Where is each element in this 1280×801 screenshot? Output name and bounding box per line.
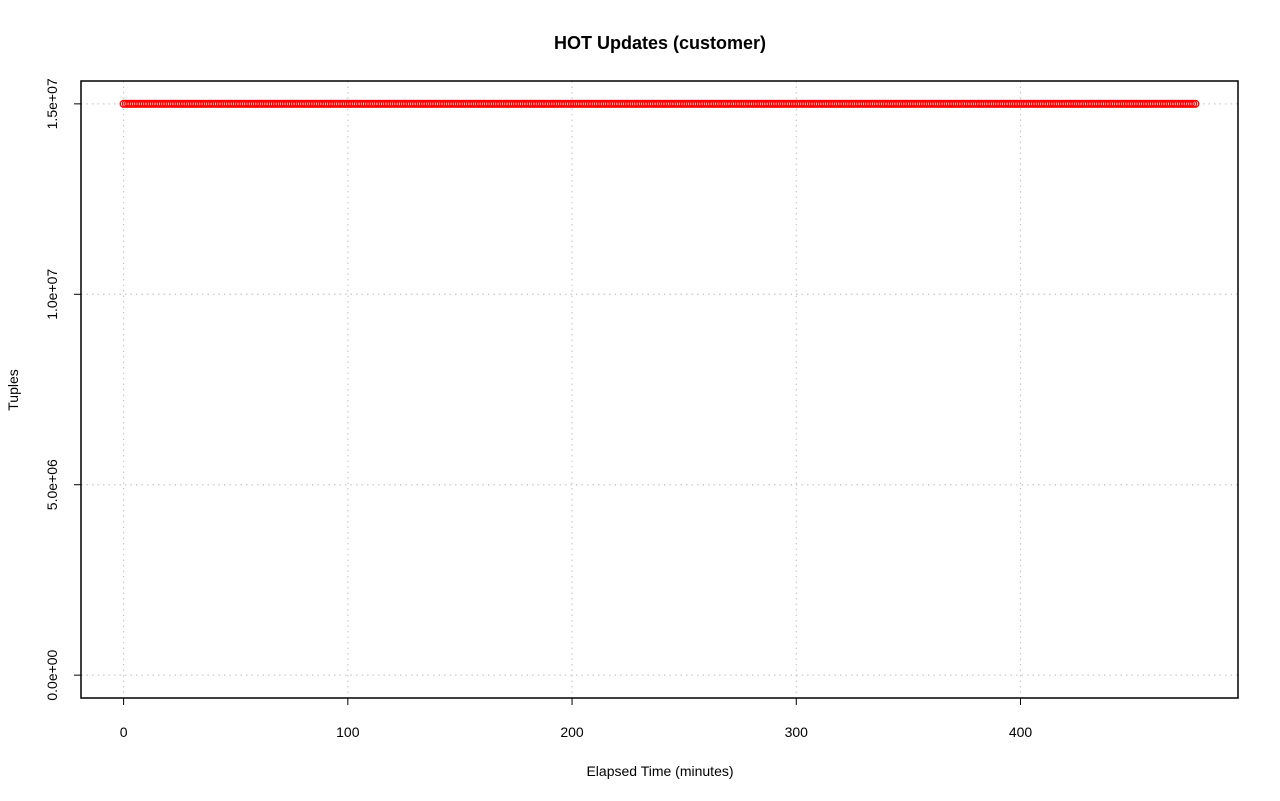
x-tick-label: 200 [560,724,584,740]
x-axis-label: Elapsed Time (minutes) [586,763,733,779]
x-tick-label: 0 [120,724,128,740]
x-tick-label: 400 [1009,724,1033,740]
data-point [1189,99,1198,108]
series-points [119,99,1200,108]
y-axis-label: Tuples [5,369,21,411]
x-tick-label: 300 [785,724,809,740]
y-axis: 0.0e+00 5.0e+06 1.0e+07 1.5e+07 [44,78,81,701]
chart-title: HOT Updates (customer) [554,33,766,53]
x-tick-label: 100 [336,724,360,740]
y-tick-label: 1.0e+07 [44,269,60,320]
y-tick-label: 1.5e+07 [44,78,60,129]
data-point [1191,99,1200,108]
data-point [1186,99,1195,108]
plot-frame [80,80,1239,699]
grid [81,81,1238,698]
y-tick-label: 0.0e+00 [44,649,60,700]
y-tick-label: 5.0e+06 [44,459,60,510]
x-axis: 0 100 200 300 400 [120,698,1033,740]
